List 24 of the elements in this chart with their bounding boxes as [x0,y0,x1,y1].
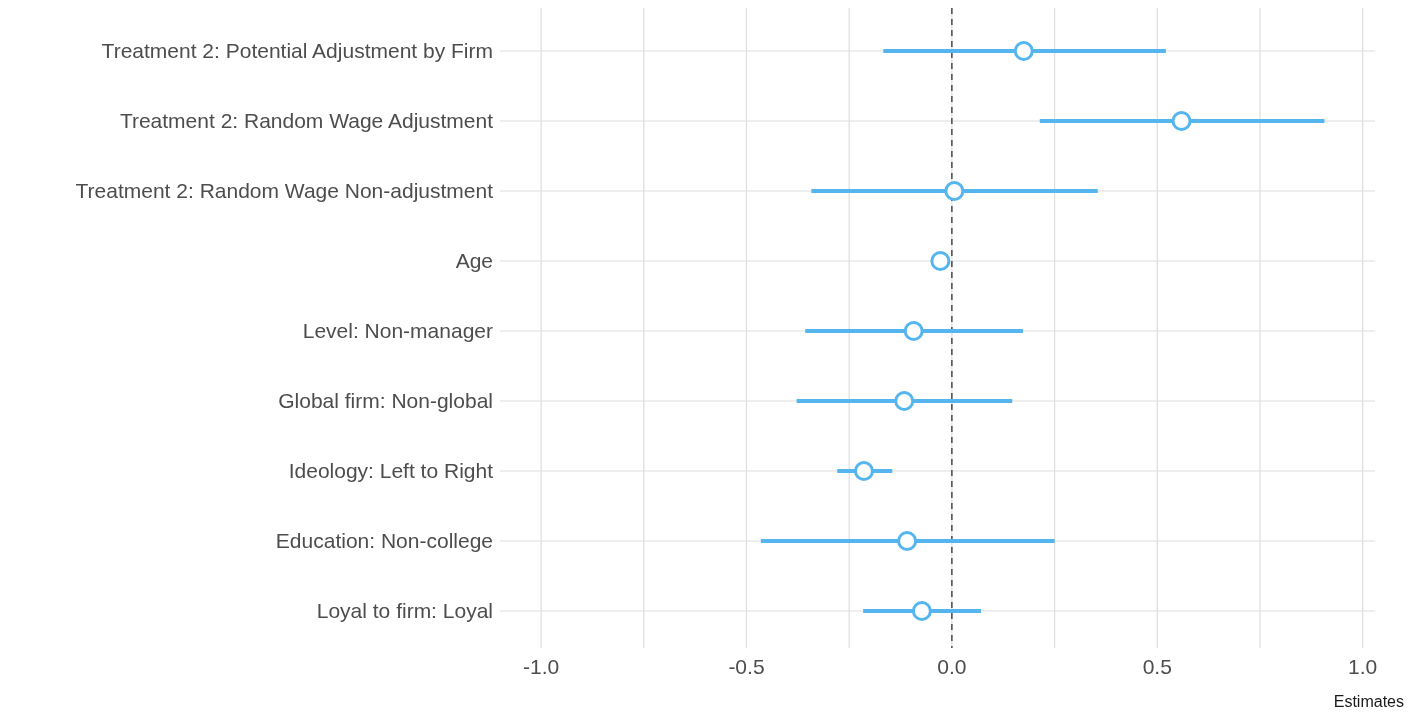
point [1171,111,1192,131]
x-tick-label: 0.5 [1142,655,1172,679]
x-tick-label: -1.0 [522,655,560,679]
y-tick-label: Ideology: Left to Right [288,459,494,483]
point [894,391,915,411]
x-tick-label: 1.0 [1348,655,1378,679]
point [1013,41,1034,61]
y-tick-label: Education: Non-college [275,529,493,553]
y-tick-label: Age [455,249,493,273]
y-tick-label: Global firm: Non-global [278,389,493,413]
point [944,181,965,201]
point [930,251,951,271]
x-tick-label: -0.5 [728,655,765,679]
point [897,531,918,551]
y-tick-label: Treatment 2: Potential Adjustment by Firm [101,39,493,63]
y-tick-label: Treatment 2: Random Wage Adjustment [119,109,494,133]
point [911,601,932,621]
y-tick-label: Loyal to firm: Loyal [316,599,493,623]
x-axis-title: Estimates [1333,693,1404,710]
point [853,461,874,481]
point [903,321,924,341]
y-tick-label: Level: Non-manager [302,319,493,343]
x-tick-label: 0.0 [937,655,967,679]
y-tick-label: Treatment 2: Random Wage Non-adjustment [75,179,494,203]
